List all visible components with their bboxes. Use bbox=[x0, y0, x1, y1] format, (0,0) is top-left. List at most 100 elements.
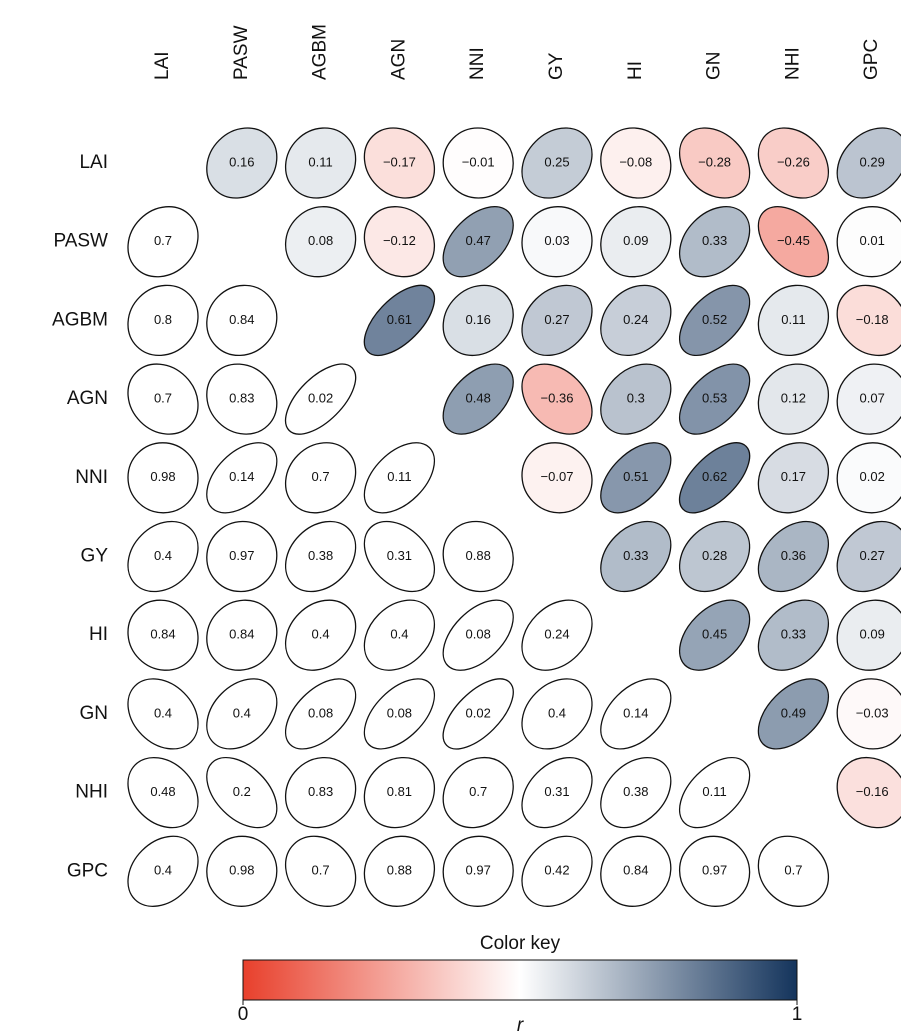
p-value-label: 0.38 bbox=[308, 548, 333, 563]
correlation-label: 0.02 bbox=[860, 469, 885, 484]
correlation-ellipse bbox=[442, 206, 514, 278]
p-value-label: 0.84 bbox=[229, 627, 254, 642]
p-value-ellipse bbox=[678, 756, 751, 829]
p-value-label: 0.11 bbox=[702, 784, 726, 799]
p-value-label: 0.4 bbox=[154, 548, 172, 563]
p-value-ellipse bbox=[127, 284, 199, 357]
p-value-label: 0.4 bbox=[390, 627, 408, 642]
p-value-ellipse bbox=[284, 678, 357, 750]
p-value-label: 0.02 bbox=[308, 391, 333, 406]
correlation-ellipse bbox=[678, 363, 751, 435]
correlation-label: 0.62 bbox=[702, 469, 727, 484]
correlation-label: −0.08 bbox=[619, 154, 652, 169]
correlation-ellipse bbox=[757, 127, 830, 199]
correlation-label: −0.12 bbox=[383, 233, 416, 248]
correlation-label: 0.28 bbox=[702, 548, 727, 563]
p-value-ellipse bbox=[363, 520, 436, 593]
p-value-ellipse bbox=[363, 678, 436, 750]
p-value-ellipse bbox=[600, 756, 672, 829]
correlation-label: 0.29 bbox=[860, 154, 885, 169]
p-value-ellipse bbox=[206, 835, 278, 907]
p-value-ellipse bbox=[206, 363, 278, 435]
p-value-ellipse bbox=[363, 442, 436, 514]
correlation-label: 0.49 bbox=[781, 705, 806, 720]
row-label: GPC bbox=[67, 860, 108, 881]
p-value-ellipse bbox=[521, 835, 593, 907]
p-value-ellipse bbox=[442, 599, 514, 671]
correlation-label: 0.03 bbox=[544, 233, 569, 248]
correlation-ellipse bbox=[521, 284, 593, 357]
row-label: HI bbox=[89, 624, 108, 645]
p-value-ellipse bbox=[678, 835, 751, 907]
p-value-ellipse bbox=[757, 835, 830, 907]
correlation-ellipse bbox=[836, 363, 901, 435]
p-value-ellipse bbox=[521, 599, 593, 671]
correlation-label: −0.18 bbox=[856, 312, 889, 327]
p-value-label: 0.4 bbox=[233, 705, 251, 720]
p-value-label: 0.31 bbox=[387, 548, 412, 563]
correlation-label: 0.53 bbox=[702, 391, 727, 406]
p-value-label: 0.31 bbox=[544, 784, 569, 799]
p-value-ellipse bbox=[127, 442, 199, 514]
p-value-ellipse bbox=[127, 363, 199, 435]
p-value-ellipse bbox=[284, 756, 357, 829]
correlation-label: 0.33 bbox=[781, 627, 806, 642]
correlation-ellipse bbox=[836, 127, 901, 199]
correlation-label: −0.17 bbox=[383, 154, 416, 169]
p-value-label: 0.97 bbox=[702, 863, 727, 878]
p-value-label: 0.38 bbox=[623, 784, 648, 799]
column-label: GN bbox=[704, 52, 725, 81]
correlation-ellipse bbox=[284, 206, 357, 278]
correlation-ellipse bbox=[600, 206, 672, 278]
correlation-ellipse bbox=[363, 206, 436, 278]
correlation-label: −0.07 bbox=[541, 469, 574, 484]
p-value-label: 0.4 bbox=[312, 627, 330, 642]
correlation-ellipse bbox=[600, 520, 672, 593]
p-value-ellipse bbox=[363, 599, 436, 671]
p-value-label: 0.11 bbox=[387, 469, 411, 484]
correlation-ellipse bbox=[757, 206, 830, 278]
column-label: GPC bbox=[861, 39, 882, 80]
correlation-label: −0.36 bbox=[541, 391, 574, 406]
correlation-label: 0.01 bbox=[860, 233, 885, 248]
p-value-label: 0.98 bbox=[229, 863, 254, 878]
correlation-ellipse bbox=[521, 442, 593, 514]
correlation-label: 0.51 bbox=[623, 469, 648, 484]
p-value-ellipse bbox=[206, 678, 278, 750]
row-label: GY bbox=[81, 546, 109, 567]
correlation-label: 0.33 bbox=[623, 548, 648, 563]
p-value-label: 0.98 bbox=[150, 469, 175, 484]
p-value-label: 0.7 bbox=[154, 233, 172, 248]
correlation-label: 0.11 bbox=[308, 154, 332, 169]
correlation-label: 0.27 bbox=[544, 312, 569, 327]
p-value-ellipse bbox=[206, 520, 278, 593]
correlation-ellipse bbox=[678, 284, 751, 357]
p-value-ellipse bbox=[127, 599, 199, 671]
p-value-ellipse bbox=[206, 599, 278, 671]
correlation-ellipse bbox=[363, 284, 436, 357]
p-value-ellipse bbox=[600, 835, 672, 907]
correlation-label: −0.45 bbox=[777, 233, 810, 248]
correlation-ellipse bbox=[836, 756, 901, 829]
p-value-label: 0.14 bbox=[229, 469, 254, 484]
p-value-ellipse bbox=[284, 520, 357, 593]
p-value-label: 0.7 bbox=[312, 469, 330, 484]
p-value-ellipse bbox=[442, 756, 514, 829]
p-value-ellipse bbox=[521, 756, 593, 829]
correlation-label: 0.08 bbox=[308, 233, 333, 248]
correlation-ellipse bbox=[442, 284, 514, 357]
row-label: AGBM bbox=[52, 309, 108, 330]
p-value-ellipse bbox=[521, 678, 593, 750]
correlation-ellipse bbox=[757, 599, 830, 671]
p-value-label: 0.4 bbox=[548, 705, 566, 720]
p-value-label: 0.7 bbox=[469, 784, 487, 799]
p-value-label: 0.14 bbox=[623, 705, 648, 720]
p-value-label: 0.83 bbox=[308, 784, 333, 799]
p-value-ellipse bbox=[127, 520, 199, 593]
p-value-label: 0.24 bbox=[544, 627, 569, 642]
p-value-ellipse bbox=[442, 835, 514, 907]
p-value-ellipse bbox=[284, 835, 357, 907]
correlation-ellipse bbox=[600, 127, 672, 199]
p-value-ellipse bbox=[363, 835, 436, 907]
